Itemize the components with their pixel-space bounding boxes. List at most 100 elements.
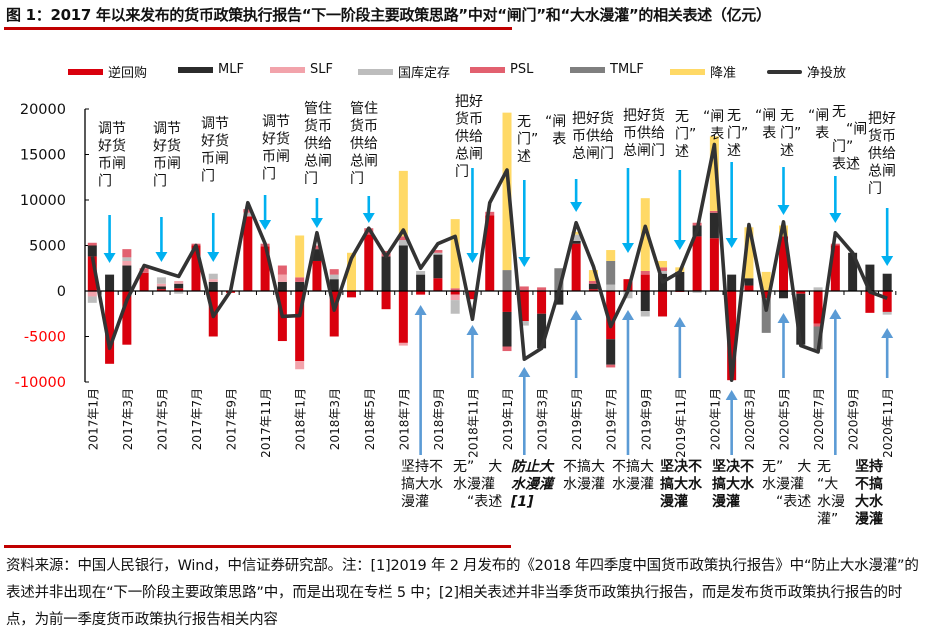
x-tick-label: 2018年1月: [294, 388, 308, 450]
gate-annotation-line: 币供给: [572, 129, 614, 145]
legend-label: MLF: [218, 62, 244, 77]
bar-segment-国库定存: [398, 240, 408, 246]
bar-segment-MLF: [865, 264, 875, 291]
y-tick-label: -10000: [15, 375, 66, 391]
bar-segment-逆回购: [658, 291, 668, 317]
x-tick-label: 2020年7月: [812, 388, 826, 450]
gate-annotation: 无 “闸门” 表述: [517, 114, 566, 165]
bar-segment-逆回购: [606, 291, 616, 340]
bar-segment-逆回购: [191, 245, 201, 291]
bar-segment-PSL: [709, 210, 719, 213]
bar-segment-逆回购: [519, 291, 529, 322]
down-arrow-head: [259, 220, 272, 230]
x-tick-label: 2019年11月: [674, 388, 688, 458]
bar-segment-MLF: [416, 274, 426, 291]
down-arrow-head: [881, 256, 894, 266]
bar-segment-逆回购: [761, 291, 771, 299]
gate-annotation: 无 “闸门” 表述: [780, 108, 829, 159]
flood-annotation-line: “表述: [453, 494, 502, 510]
bar-segment-逆回购: [813, 291, 823, 324]
bar-segment-MLF: [848, 252, 858, 291]
legend-item: 净投放: [767, 62, 846, 81]
y-tick-label: 5000: [29, 239, 66, 255]
bar-segment-降准: [744, 227, 754, 279]
bar-segment-PSL: [502, 346, 512, 352]
legend-swatch: [178, 66, 213, 73]
bar-segment-国库定存: [156, 277, 166, 284]
flood-annotation-line: 大水: [855, 493, 884, 510]
legend-label: 逆回购: [108, 66, 148, 81]
flood-annotation-line: 无: [817, 459, 831, 475]
x-tick-label: 2020年11月: [881, 388, 895, 458]
bar-segment-逆回购: [156, 289, 166, 291]
legend-swatch: [358, 68, 393, 75]
gate-annotation-line: 调节: [153, 121, 181, 137]
bar-segment-MLF: [174, 283, 184, 289]
up-arrow-head: [621, 310, 634, 320]
gate-annotation-line: 总闸: [455, 147, 483, 163]
gate-annotation-line: 门”: [832, 139, 853, 155]
net-injection-line: [90, 142, 888, 382]
bar-segment-PSL: [813, 323, 823, 327]
gate-annotation-line: 门: [868, 181, 882, 197]
x-tick-label: 2017年3月: [121, 388, 135, 450]
legend-swatch: [68, 68, 103, 75]
bar-segment-逆回购: [174, 288, 184, 291]
source-divider: [4, 545, 511, 548]
bar-segment-MLF: [606, 339, 616, 365]
legend-item: 降准: [670, 62, 736, 81]
title-underline: [4, 27, 512, 30]
bar-segment-国库定存: [813, 287, 823, 291]
legend-swatch: [570, 66, 605, 73]
gate-annotation-line: 把好货: [572, 110, 614, 127]
gate-annotation-line: 货币: [304, 118, 332, 135]
bar-segment-逆回购: [571, 243, 581, 291]
gate-annotation-line: 门: [350, 171, 364, 187]
legend-item: 国库定存: [358, 62, 450, 81]
up-arrow-head: [414, 305, 427, 315]
gate-annotation-line: 门: [98, 174, 112, 190]
flood-annotation-line: 水漫灌: [453, 477, 495, 493]
down-arrow-head: [621, 243, 634, 253]
bar-segment-国库定存: [87, 296, 97, 303]
bar-segment-MLF: [709, 212, 719, 239]
flood-annotation-line: 水漫: [817, 494, 845, 510]
bar-segment-国库定存: [174, 291, 184, 294]
flood-annotation-line: 坚持不: [401, 459, 443, 475]
legend-swatch: [767, 69, 802, 74]
legend-swatch: [670, 68, 705, 75]
x-tick-label: 2018年9月: [432, 388, 446, 450]
legend-label: 净投放: [807, 66, 847, 81]
flood-annotation-line: 搞大水: [712, 476, 755, 493]
legend-label: 国库定存: [398, 66, 451, 81]
bar-segment-国库定存: [640, 311, 650, 317]
bar-segment-国库定存: [329, 274, 339, 280]
bar-segment-MLF: [398, 245, 408, 291]
flood-annotation: 无 “大水漫灌”: [817, 459, 845, 528]
gate-annotation-line: 门: [455, 164, 469, 180]
gate-annotation-line: 门: [262, 167, 276, 183]
bar-segment-逆回购: [364, 234, 374, 291]
bar-segment-MLF: [312, 249, 322, 261]
bar-segment-PSL: [277, 265, 287, 275]
figure-title: 图 1：2017 年以来发布的货币政策执行报告“下一阶段主要政策思路”中对“闸门…: [6, 6, 771, 24]
y-tick-label: -5000: [24, 330, 66, 346]
bar-segment-PSL: [312, 245, 322, 250]
flood-annotation: 无” 大水漫灌 “表述: [453, 459, 502, 510]
gate-annotation-line: 好货: [153, 138, 181, 155]
bar-segment-PSL: [519, 286, 529, 291]
gate-annotation-line: 无 “闸: [517, 114, 566, 130]
gate-annotation-line: 把好货: [623, 107, 665, 124]
gate-annotation: 无 “闸门” 表述: [675, 109, 724, 160]
gate-annotation-line: 好货: [201, 133, 229, 150]
bar-segment-逆回购: [537, 291, 547, 314]
up-arrow-head: [518, 367, 531, 377]
bar-segment-逆回购: [502, 291, 512, 312]
bar-segment-MLF: [727, 274, 737, 291]
bar-segment-TMLF: [606, 260, 616, 285]
